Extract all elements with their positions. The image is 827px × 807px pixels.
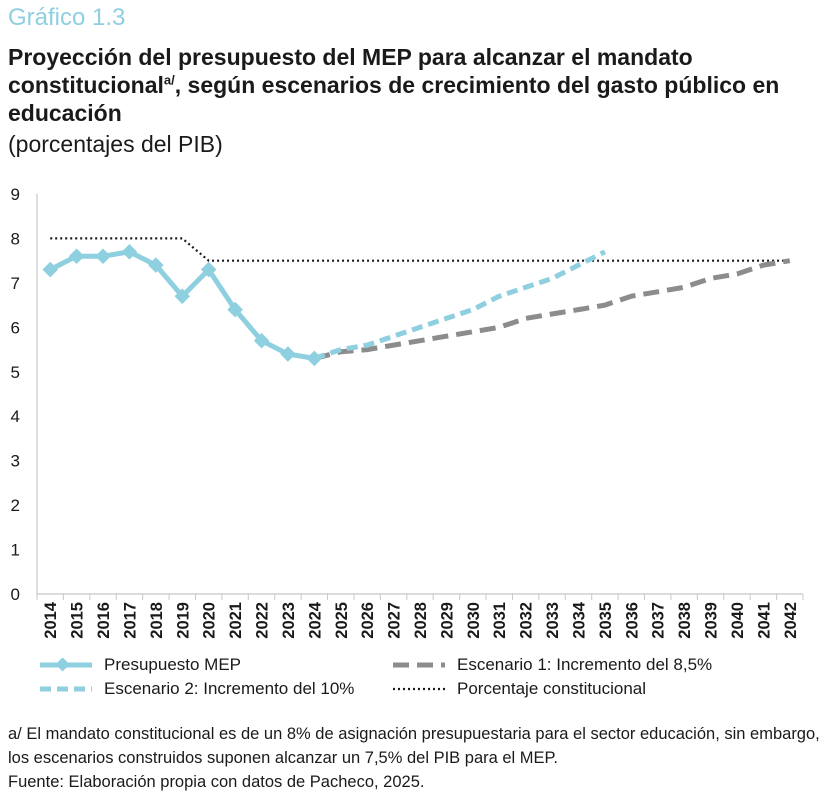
x-tick-label: 2029 [438, 602, 456, 639]
series-line-dotted [50, 237, 790, 262]
x-tick-label: 2015 [69, 602, 87, 639]
x-tick-label: 2041 [755, 602, 773, 639]
x-tick-label: 2023 [280, 602, 298, 639]
x-tick-label: 2024 [306, 601, 324, 639]
x-tick-label: 2018 [148, 602, 166, 639]
data-point-marker [227, 301, 243, 318]
data-point-marker [121, 244, 138, 260]
legend-swatch-mep [40, 658, 92, 672]
legend-label-escenario2: Escenario 2: Incremento del 10% [104, 679, 355, 698]
legend-label-constitucional: Porcentaje constitucional [457, 679, 647, 698]
x-tick-label: 2034 [570, 601, 588, 639]
data-point-marker [42, 261, 59, 278]
x-tick-label: 2020 [201, 602, 219, 639]
x-tick-label: 2019 [174, 602, 192, 639]
source-note: Fuente: Elaboración propia con datos de … [8, 773, 425, 791]
x-tick-label: 2036 [623, 602, 641, 639]
x-tick-label: 2037 [650, 602, 668, 639]
legend-item-escenario2: Escenario 2: Incremento del 10% [38, 679, 354, 699]
legend-item-constitucional: Porcentaje constitucional [391, 679, 646, 699]
line-chart: 0 1 2 3 4 5 6 7 8 9 2014 2015 2016 2017 2018 2019 2020 20… [11, 185, 804, 639]
x-tick-label: 2042 [782, 602, 800, 639]
y-tick-label: 1 [11, 541, 20, 560]
footnote: a/ El mandato constitucional es de un 8%… [8, 725, 820, 767]
title-rest: , según escenarios de crecimiento del ga… [8, 72, 780, 126]
legend-item-escenario1: Escenario 1: Incremento del 8,5% [391, 655, 712, 675]
chart-subtitle: (porcentajes del PIB) [8, 131, 223, 157]
y-tick-label: 7 [11, 274, 20, 293]
x-tick-label: 2031 [491, 602, 509, 639]
x-tick-label: 2039 [703, 602, 721, 639]
x-tick-label: 2033 [544, 602, 562, 639]
x-tick-label: 2014 [42, 601, 60, 639]
chart-notes: a/ El mandato constitucional es de un 8%… [8, 722, 823, 794]
x-tick-label: 2025 [333, 602, 351, 639]
data-point-marker [280, 346, 296, 362]
data-point-marker [148, 257, 164, 273]
legend-label-escenario1: Escenario 1: Incremento del 8,5% [457, 655, 713, 674]
x-tick-label: 2017 [121, 602, 139, 639]
y-tick-label: 4 [11, 407, 20, 426]
y-tick-label: 2 [11, 496, 20, 515]
data-point-marker [174, 288, 191, 304]
chart-kicker: Gráfico 1.3 [8, 4, 126, 31]
x-tick-label: 2030 [465, 602, 483, 639]
y-tick-label: 9 [11, 185, 20, 204]
series-line-dashed-light [313, 249, 607, 361]
tick-labels: 0 1 2 3 4 5 6 7 8 9 2014 2015 2016 2017 2018 2019 2020 20… [11, 185, 800, 639]
data-point-marker [306, 350, 323, 367]
x-tick-label: 2032 [518, 602, 536, 639]
chart-title: Proyección del presupuesto del MEP para … [8, 43, 818, 127]
x-tick-label: 2028 [412, 602, 430, 639]
series-line-dashed-gray [313, 258, 791, 361]
y-tick-label: 8 [11, 229, 20, 248]
legend-swatch-escenario2 [40, 686, 92, 692]
y-tick-label: 5 [11, 363, 20, 382]
series-layer [42, 237, 791, 367]
x-tick-label: 2035 [597, 602, 615, 639]
x-tick-label: 2040 [729, 602, 747, 639]
x-tick-label: 2026 [359, 602, 377, 639]
x-tick-label: 2021 [227, 602, 245, 639]
data-point-marker [253, 332, 270, 349]
x-tick-label: 2027 [386, 602, 404, 639]
x-tick-label: 2022 [254, 602, 272, 639]
x-tick-label: 2038 [676, 602, 694, 639]
series-line-solid-markers [49, 249, 315, 361]
x-tick-label: 2016 [95, 602, 113, 639]
legend-label-mep: Presupuesto MEP [104, 655, 242, 674]
legend-item-mep: Presupuesto MEP [38, 655, 241, 675]
data-point-marker [95, 248, 111, 265]
legend-swatch-constitucional [393, 687, 445, 691]
title-main: Proyección del presupuesto del MEP para … [8, 44, 693, 98]
legend-swatch-escenario1 [393, 662, 445, 668]
axes [36, 194, 804, 600]
y-tick-label: 3 [11, 452, 20, 471]
y-tick-label: 0 [11, 585, 20, 604]
y-tick-label: 6 [11, 318, 20, 337]
title-footnote-mark: a/ [163, 72, 175, 88]
chart-legend: Presupuesto MEP Escenario 1: Incremento … [38, 655, 818, 705]
